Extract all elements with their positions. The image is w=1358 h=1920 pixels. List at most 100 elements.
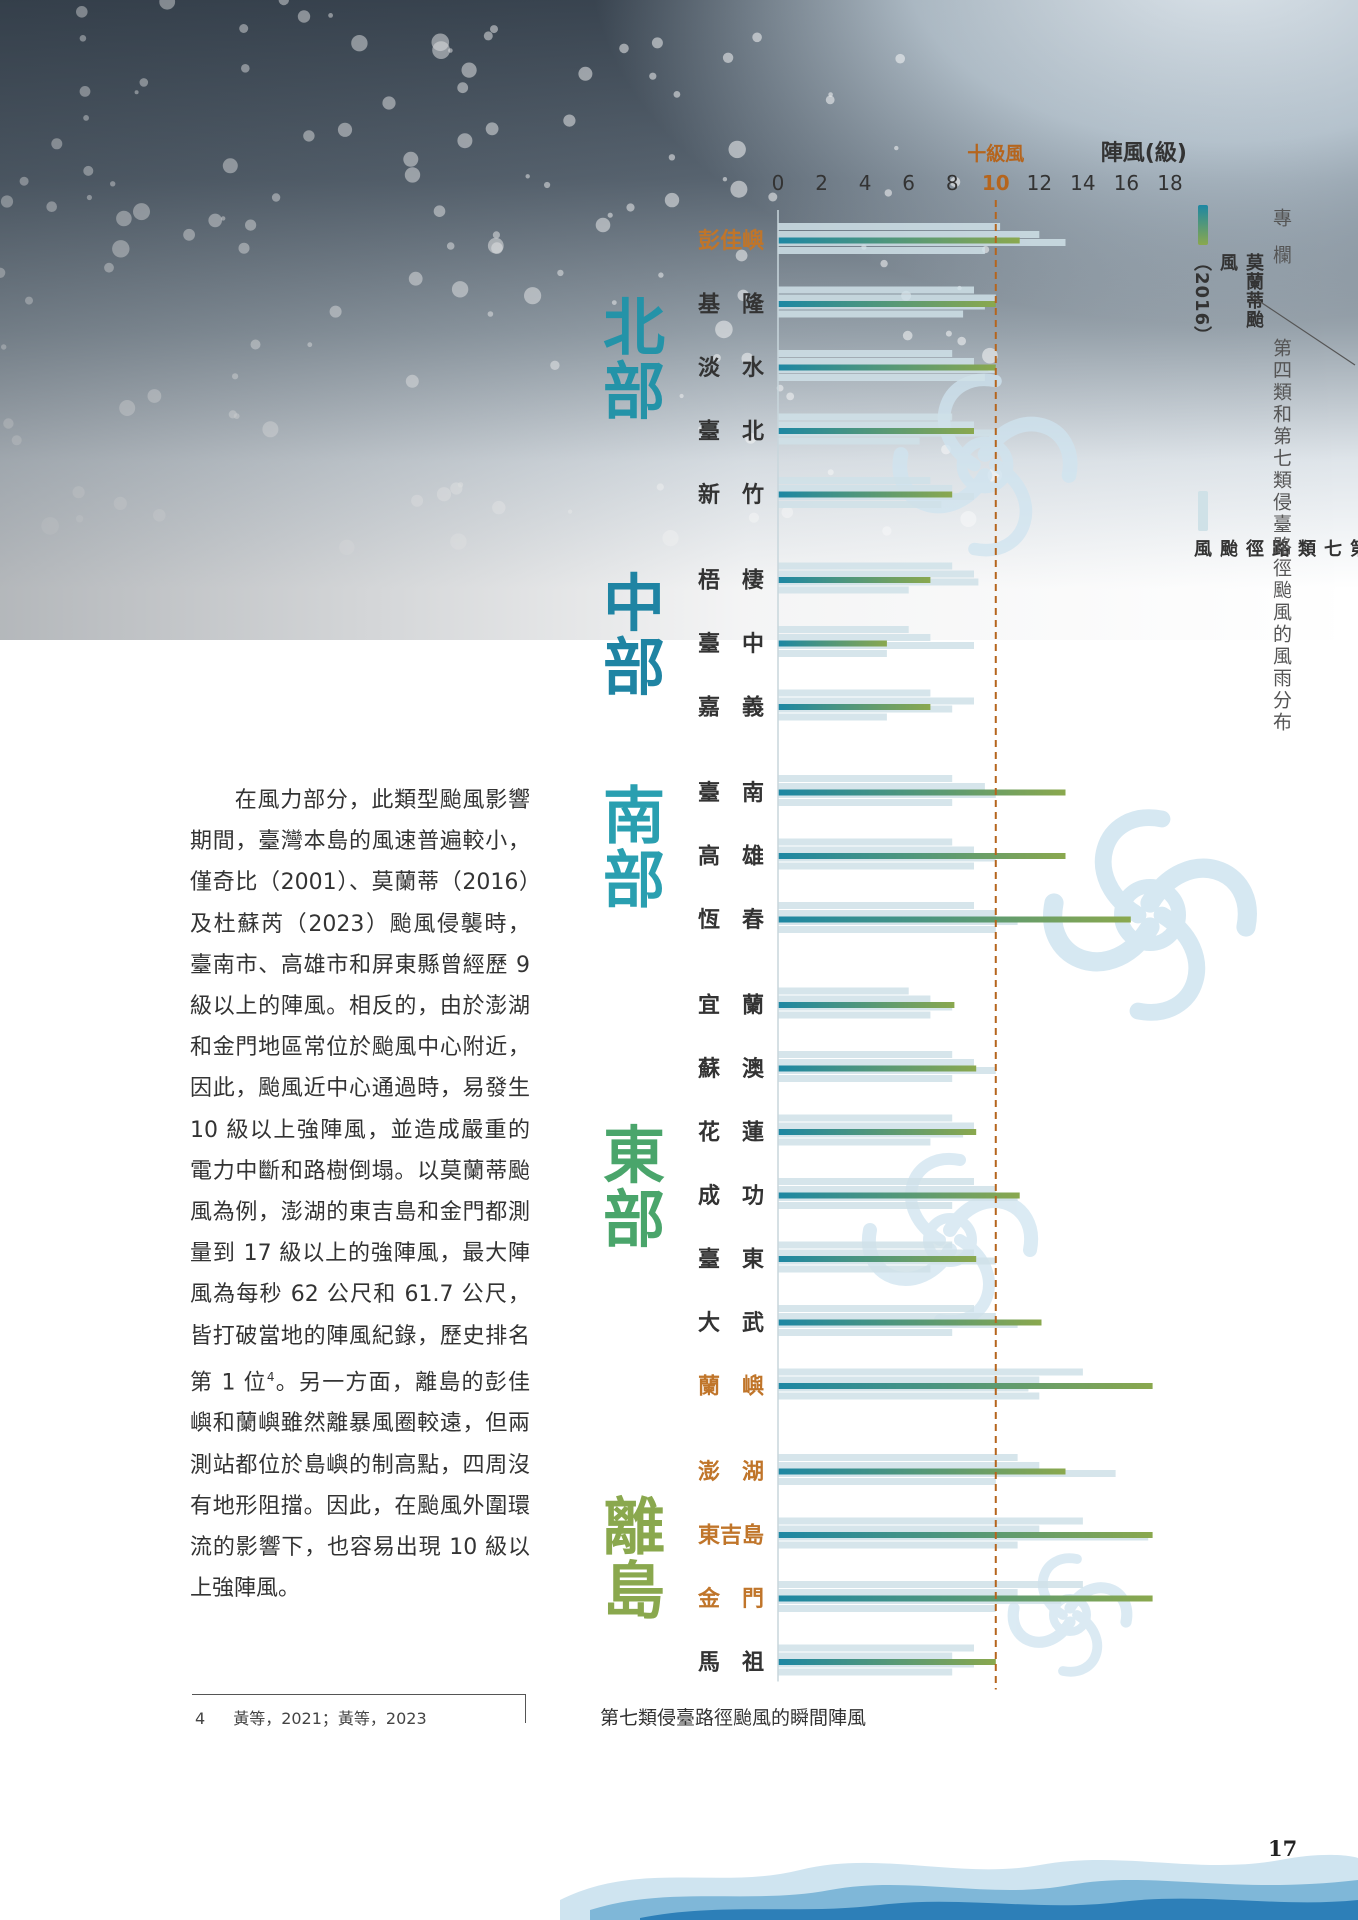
waves-decoration [560, 1854, 1358, 1920]
bar-other-typhoon [778, 485, 953, 492]
raindrop [337, 122, 353, 137]
typhoon-swirl-decoration [1043, 809, 1257, 1021]
bar-other-typhoon [778, 374, 985, 381]
x-tick-label: 10 [982, 171, 1010, 195]
legend-swatch-others [1198, 491, 1208, 531]
raindrop [403, 151, 419, 167]
raindrop [112, 240, 130, 258]
raindrop [483, 31, 493, 41]
figure-caption: 第七類侵臺路徑颱風的瞬間陣風 [600, 1707, 867, 1729]
bar-meranti [778, 1129, 977, 1135]
region-label: 部 [603, 844, 665, 917]
bar-other-typhoon [778, 689, 931, 697]
raindrop [262, 421, 279, 438]
raindrop [83, 165, 94, 176]
bar-other-typhoon [778, 1051, 953, 1058]
station-label: 基 隆 [698, 293, 765, 318]
raindrop [3, 418, 14, 429]
bar-other-typhoon [778, 783, 985, 790]
bar-other-typhoon [778, 1122, 974, 1130]
bar-other-typhoon [778, 862, 974, 870]
bar-other-typhoon [778, 350, 953, 357]
raindrop [113, 496, 127, 510]
bar-other-typhoon [778, 413, 953, 421]
x-tick-label: 2 [815, 171, 828, 195]
raindrop [457, 482, 464, 488]
column-title: 第四類和第七類侵臺路徑颱風的風雨分布 [1270, 338, 1292, 734]
raindrop [451, 281, 469, 298]
region-label: 東 [603, 1119, 665, 1192]
x-axis-title: 陣風(級) [1101, 140, 1187, 166]
station-label: 蘭 嶼 [698, 1375, 764, 1400]
raindrop [485, 122, 499, 136]
bar-other-typhoon [778, 626, 909, 633]
raindrop [382, 96, 396, 110]
station-label: 花 蓮 [698, 1120, 764, 1146]
bar-other-typhoon [778, 310, 964, 318]
raindrop [133, 203, 150, 221]
bar-other-typhoon [778, 1462, 1040, 1469]
bar-meranti [778, 640, 887, 647]
bar-other-typhoon [778, 910, 996, 917]
raindrop [550, 360, 560, 370]
bar-other-typhoon [778, 1668, 953, 1676]
raindrop [11, 435, 22, 446]
raindrop [328, 13, 333, 18]
raindrop [895, 53, 905, 64]
raindrop [104, 262, 114, 273]
bar-other-typhoon [778, 1478, 996, 1485]
raindrop [436, 487, 452, 502]
bar-other-typhoon [778, 437, 920, 445]
body-paragraph: 在風力部分，此類型颱風影響期間，臺灣本島的風速普遍較小，僅奇比（2001）、莫蘭… [190, 780, 530, 1609]
bar-meranti [778, 1383, 1153, 1389]
legend-swatch-meranti [1198, 205, 1208, 245]
station-label: 東吉島 [698, 1523, 764, 1549]
station-label: 金 門 [697, 1586, 764, 1612]
raindrop [457, 133, 473, 149]
bar-other-typhoon [778, 1541, 1018, 1549]
bar-other-typhoon [778, 1313, 996, 1320]
bar-meranti [778, 1065, 977, 1072]
bar-other-typhoon [778, 650, 887, 657]
raindrop [411, 494, 424, 507]
raindrop [432, 41, 450, 59]
station-label: 彭佳嶼 [698, 229, 764, 254]
x-tick-label: 6 [902, 171, 915, 195]
bar-other-typhoon [778, 1392, 1040, 1400]
bar-other-typhoon [778, 1202, 953, 1209]
station-label: 馬 祖 [698, 1651, 764, 1676]
bar-meranti [778, 1659, 996, 1665]
bar-other-typhoon [778, 1265, 931, 1273]
raindrop [651, 37, 663, 49]
raindrop [51, 138, 63, 150]
bar-other-typhoon [778, 697, 974, 705]
body-text-part1: 在風力部分，此類型颱風影響期間，臺灣本島的風速普遍較小，僅奇比（2001）、莫蘭… [190, 788, 530, 1396]
raindrop [433, 205, 446, 217]
raindrop [0, 195, 14, 208]
bar-other-typhoon [778, 1329, 953, 1336]
raindrop [492, 500, 506, 515]
raindrop [619, 43, 629, 54]
station-label: 高 雄 [698, 844, 764, 870]
bar-other-typhoon [778, 294, 996, 302]
raindrop [524, 287, 542, 305]
x-tick-label: 14 [1070, 171, 1095, 195]
bar-other-typhoon [778, 231, 1040, 238]
station-label: 臺 北 [698, 420, 764, 445]
raindrop [46, 201, 57, 212]
footnote-ref: 4 [266, 1369, 275, 1384]
raindrop [297, 10, 311, 23]
bar-other-typhoon [778, 586, 909, 594]
raindrop [673, 91, 681, 98]
raindrop [649, 72, 657, 80]
bar-other-typhoon [778, 634, 931, 641]
bar-other-typhoon [778, 995, 931, 1003]
raindrop [239, 24, 249, 33]
raindrop [828, 92, 833, 97]
bar-meranti [778, 853, 1066, 859]
raindrop [431, 33, 450, 52]
station-label: 梧 棲 [698, 568, 764, 594]
bar-other-typhoon [778, 1376, 1040, 1384]
region-label: 離 [603, 1490, 665, 1563]
